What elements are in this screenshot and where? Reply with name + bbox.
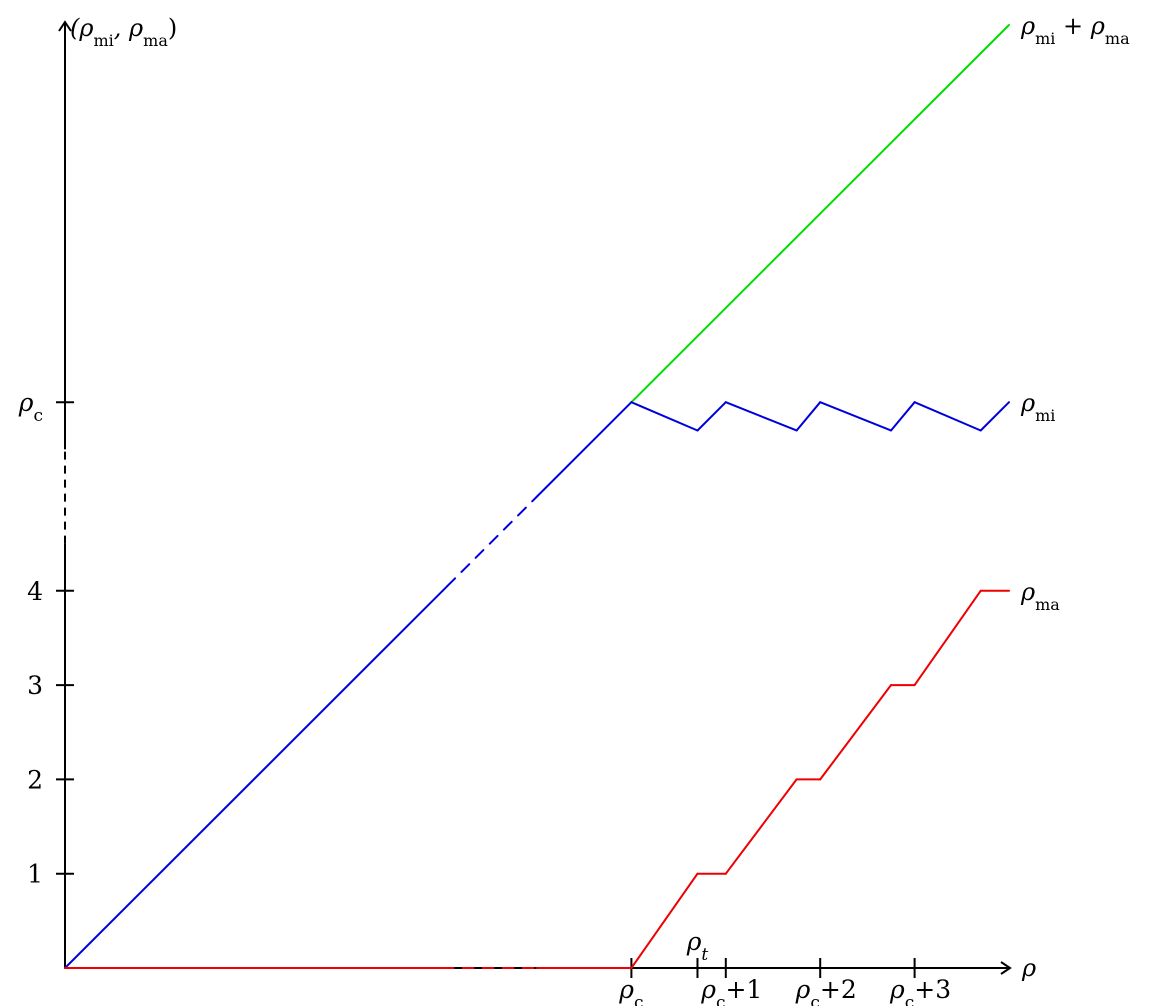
series-2-segment xyxy=(913,589,982,687)
x-tick-label: ρt xyxy=(686,927,709,965)
x-axis-arrow-icon xyxy=(1000,961,1012,975)
series-1-segment xyxy=(696,401,727,432)
series-1-label: ρmi xyxy=(1020,389,1055,425)
series-2-segment xyxy=(819,684,892,781)
series-1-segment xyxy=(630,401,699,432)
series-1-segment xyxy=(795,401,822,432)
series-0-label: ρmi + ρma xyxy=(1020,12,1130,48)
x-tick-label: ρc+3 xyxy=(889,975,951,1006)
y-tick-label: 1 xyxy=(27,860,43,889)
series-2-segment xyxy=(630,872,699,969)
series-2-label: ρma xyxy=(1020,578,1060,614)
series-1-segment xyxy=(890,401,916,432)
x-tick-label: ρc+2 xyxy=(795,975,857,1006)
series-1-segment xyxy=(441,585,449,592)
series-1-segment xyxy=(536,401,633,498)
y-tick-label: 3 xyxy=(27,671,43,700)
y-tick-label: 2 xyxy=(27,765,43,794)
x-tick-label: ρc+1 xyxy=(700,975,762,1006)
series-2-segment xyxy=(724,778,798,875)
series-1-segment xyxy=(913,401,982,432)
y-axis-label: (ρmi, ρma) xyxy=(70,14,177,50)
y-tick-label: 4 xyxy=(27,577,43,606)
x-tick-label: ρc xyxy=(618,975,643,1006)
series-0-segment xyxy=(630,24,1010,404)
x-axis-label: ρ xyxy=(1021,954,1036,982)
series-1-segment xyxy=(64,589,444,969)
series-1-segment xyxy=(979,401,1010,432)
y-axis-arrow-icon xyxy=(58,20,72,32)
series-1-segment xyxy=(724,401,798,432)
series-1-segment xyxy=(446,495,538,588)
series-1-segment xyxy=(819,401,892,432)
y-tick-label: ρc xyxy=(18,388,43,426)
